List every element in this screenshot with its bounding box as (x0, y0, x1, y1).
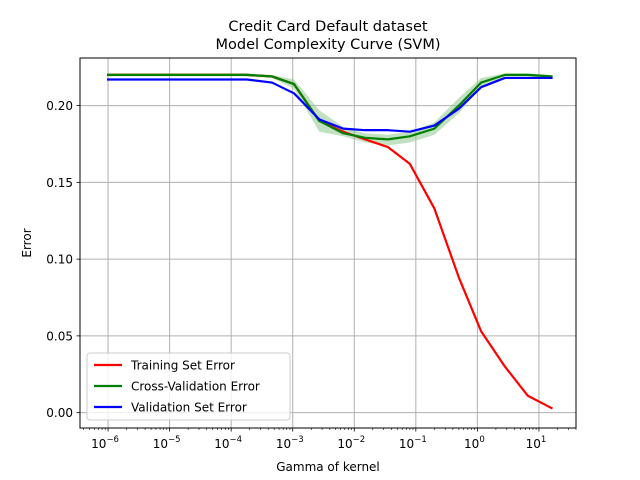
confidence-bands (108, 73, 552, 146)
x-tick-label: 10−5 (153, 435, 181, 451)
cross-validation-error-line (106, 73, 553, 141)
y-axis-ticks: 0.00 0.05 0.10 0.15 0.20 (46, 99, 80, 420)
legend-box (86, 352, 291, 421)
x-axis-label: Gamma of kernel (276, 460, 380, 474)
x-tick-label: 100 (464, 435, 485, 451)
x-tick-label: 10−4 (214, 435, 242, 451)
y-tick-label: 0.00 (46, 406, 73, 420)
x-tick-label: 10−2 (337, 435, 365, 451)
cv-error-band (108, 73, 552, 146)
legend-validation-label: Validation Set Error (131, 401, 247, 415)
legend-training-label: Training Set Error (130, 359, 235, 373)
chart-title-line2: Model Complexity Curve (SVM) (216, 37, 441, 53)
x-tick-label: 101 (526, 435, 547, 451)
y-tick-label: 0.10 (46, 253, 73, 267)
y-tick-label: 0.20 (46, 99, 73, 113)
x-tick-label: 10−6 (91, 435, 119, 451)
x-axis-ticks: 10−6 10−5 10−4 10−3 10−2 10−1 100 101 (83, 428, 577, 451)
chart-title-line1: Credit Card Default dataset (228, 19, 427, 35)
x-tick-label: 10−1 (399, 435, 427, 451)
y-axis-label: Error (20, 228, 34, 257)
series-lines (106, 73, 553, 410)
legend-cross-validation-label: Cross-Validation Error (131, 380, 260, 394)
validation-error-line (106, 76, 553, 133)
x-tick-label: 10−3 (276, 435, 304, 451)
y-tick-label: 0.15 (46, 176, 73, 190)
plot-area-frame (79, 57, 577, 429)
legend: Training Set Error Cross-Validation Error… (86, 352, 291, 421)
y-tick-label: 0.05 (46, 329, 73, 343)
